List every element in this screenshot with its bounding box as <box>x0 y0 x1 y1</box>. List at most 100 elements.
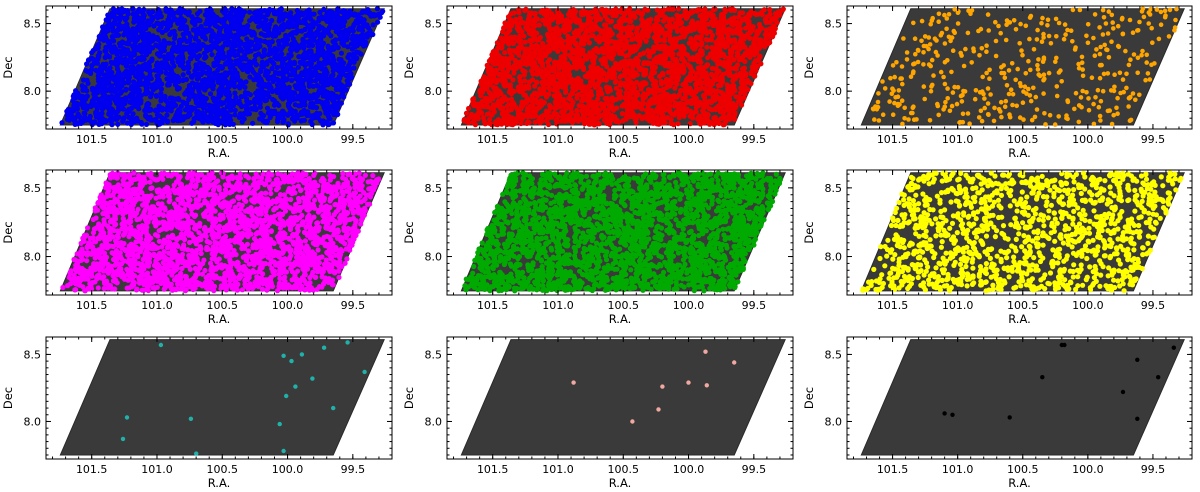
data-point <box>165 17 171 23</box>
data-point <box>646 53 652 59</box>
data-point <box>186 9 192 15</box>
data-point <box>244 23 250 29</box>
data-point <box>580 112 587 118</box>
data-point <box>220 50 226 56</box>
data-point <box>193 28 199 34</box>
data-point <box>742 91 748 97</box>
data-point <box>277 52 283 58</box>
data-point <box>617 82 624 88</box>
data-point <box>532 112 539 119</box>
data-point <box>136 91 142 97</box>
data-point <box>551 110 557 116</box>
data-point <box>88 70 94 76</box>
data-point <box>645 7 651 13</box>
data-point <box>661 37 667 43</box>
data-point <box>649 65 656 72</box>
data-point <box>734 50 740 56</box>
data-point <box>123 87 129 93</box>
data-point <box>377 14 383 20</box>
data-point <box>130 111 136 117</box>
data-point <box>490 49 496 55</box>
data-point <box>138 28 144 34</box>
data-point <box>81 110 87 116</box>
data-point <box>147 72 153 78</box>
data-point <box>95 45 101 51</box>
data-point <box>757 37 764 43</box>
data-point <box>630 96 636 102</box>
data-point <box>587 83 593 89</box>
data-point <box>736 14 742 20</box>
data-point <box>739 44 745 50</box>
data-point <box>116 59 122 66</box>
data-point <box>218 92 224 98</box>
data-point <box>235 23 241 29</box>
data-point <box>160 20 166 26</box>
data-point <box>662 43 668 50</box>
data-point <box>192 68 198 74</box>
data-point <box>134 86 140 92</box>
data-point <box>146 9 152 15</box>
data-point <box>709 14 715 20</box>
data-point <box>337 87 343 93</box>
data-point <box>685 98 692 104</box>
data-point <box>774 20 780 26</box>
data-point <box>321 90 327 96</box>
data-point <box>300 60 306 66</box>
data-point <box>118 89 125 95</box>
data-point <box>131 47 137 53</box>
data-point <box>334 93 340 99</box>
data-point <box>276 71 282 77</box>
data-point <box>364 34 370 40</box>
data-point <box>651 34 657 41</box>
data-point <box>178 103 184 109</box>
data-point <box>522 69 528 75</box>
data-point <box>568 97 574 103</box>
data-point <box>710 94 716 100</box>
data-point <box>561 98 567 104</box>
data-point <box>339 92 345 98</box>
data-point <box>667 109 673 115</box>
data-point <box>359 10 365 16</box>
data-point <box>486 120 493 126</box>
data-point <box>73 103 79 109</box>
data-point <box>258 78 265 84</box>
data-point <box>340 29 346 35</box>
data-point <box>303 20 309 26</box>
data-point <box>307 32 313 38</box>
data-point <box>128 33 134 39</box>
data-point <box>708 37 715 43</box>
data-point <box>221 114 227 120</box>
data-point <box>233 94 239 100</box>
data-point <box>140 35 146 41</box>
data-point <box>176 97 182 103</box>
data-point <box>358 51 364 57</box>
data-point <box>97 36 103 42</box>
data-point <box>216 32 222 38</box>
data-point <box>701 111 707 117</box>
data-point <box>237 63 243 69</box>
data-point <box>209 82 215 88</box>
data-point <box>498 77 504 83</box>
data-point <box>119 105 125 111</box>
data-point <box>626 58 632 64</box>
data-point <box>294 15 300 21</box>
data-point <box>565 33 571 39</box>
data-point <box>120 117 126 123</box>
data-point <box>132 11 138 17</box>
data-point <box>735 62 741 68</box>
data-point <box>762 44 768 50</box>
data-point <box>727 116 733 122</box>
data-point <box>143 121 150 127</box>
data-point <box>215 17 221 24</box>
data-point <box>217 64 223 70</box>
data-point <box>621 11 628 18</box>
data-point <box>109 25 115 31</box>
data-point <box>122 30 128 37</box>
data-point <box>686 11 692 17</box>
data-point <box>545 121 552 128</box>
data-point <box>247 74 253 80</box>
data-point <box>696 35 702 41</box>
data-point <box>688 27 694 34</box>
data-point <box>141 7 147 13</box>
data-point <box>771 28 777 34</box>
